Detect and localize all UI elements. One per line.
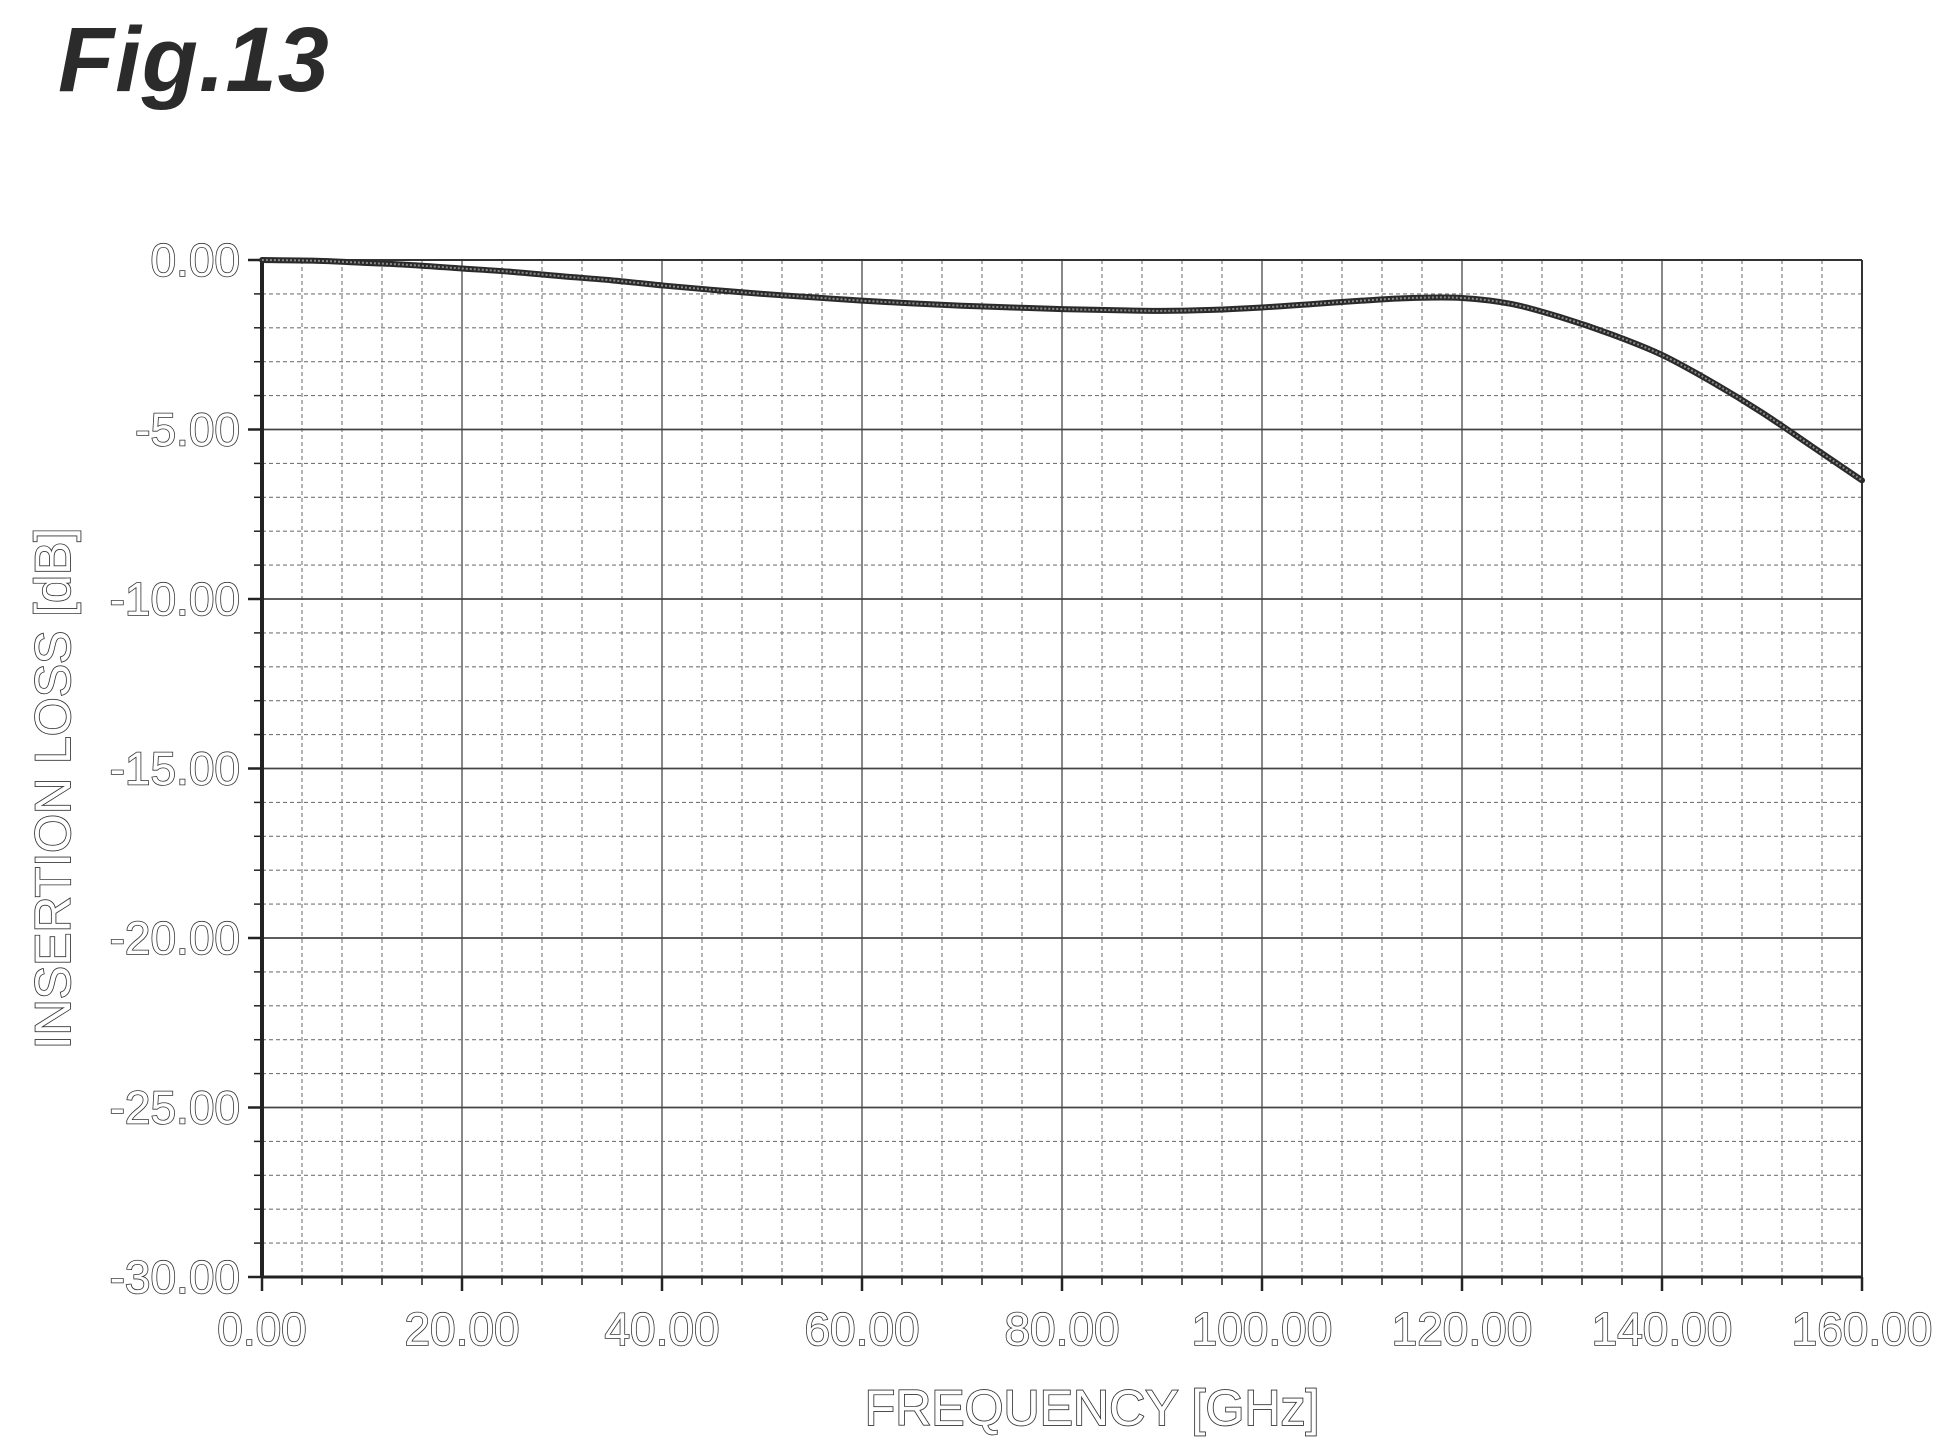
series-group (259, 257, 1865, 484)
x-tick-label: 80.00 (1004, 1303, 1119, 1355)
y-tick-label: -5.00 (135, 404, 240, 456)
y-tick-label: -30.00 (110, 1251, 240, 1303)
x-tick-label: 0.00 (217, 1303, 307, 1355)
series-line-highlight (261, 259, 1863, 482)
x-tick-label: 120.00 (1392, 1303, 1533, 1355)
y-tick-label: -15.00 (110, 743, 240, 795)
y-tick-label: -20.00 (110, 912, 240, 964)
x-axis-label: FREQUENCY [GHz] (865, 1380, 1320, 1436)
y-tick-label: 0.00 (150, 234, 240, 286)
y-axis-label: INSERTION LOSS [dB] (25, 528, 81, 1049)
x-tick-label: 60.00 (804, 1303, 919, 1355)
y-axis-ticks: 0.00 -5.00 -10.00 -15.00 -20.00 -25.00 -30.00 (109, 233, 262, 1304)
y-tick-label: -10.00 (110, 573, 240, 625)
grid (261, 259, 1863, 1278)
x-tick-label: 40.00 (604, 1303, 719, 1355)
x-tick-label: 160.00 (1792, 1303, 1933, 1355)
x-tick-label: 140.00 (1592, 1303, 1733, 1355)
y-tick-label: -25.00 (110, 1082, 240, 1134)
x-axis-ticks: 0.00 20.00 40.00 60.00 80.00 100.00 120.00 140.… (216, 1277, 1933, 1356)
x-tick-label: 100.00 (1192, 1303, 1333, 1355)
figure-label: Fig.13 (58, 9, 330, 111)
x-tick-label: 20.00 (404, 1303, 519, 1355)
